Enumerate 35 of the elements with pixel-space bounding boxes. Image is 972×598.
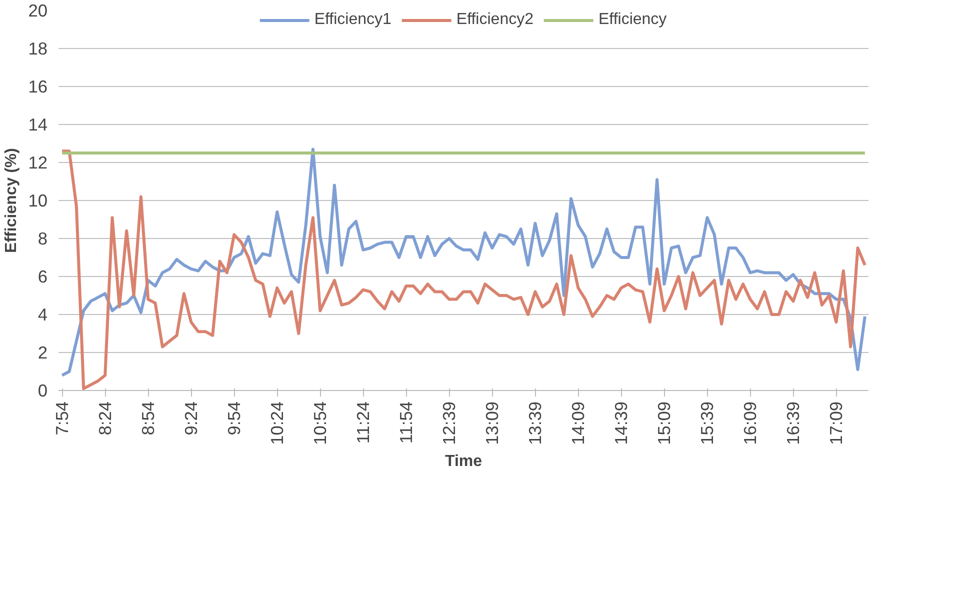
x-tick-label: 15:09: [654, 401, 674, 445]
x-tick-label: 14:09: [568, 401, 588, 445]
x-tick-label: 14:39: [611, 401, 632, 445]
y-tick-label: 16: [28, 76, 48, 96]
x-tick-label: 8:24: [95, 401, 116, 436]
x-tick-label: 9:24: [181, 401, 202, 436]
legend-label: Efficiency2: [456, 11, 534, 29]
x-axis-title: Time: [444, 452, 482, 470]
x-tick-label: 9:54: [224, 401, 244, 436]
x-tick-label: 8:54: [138, 401, 158, 436]
x-tick-label: 13:09: [482, 401, 502, 445]
x-tick-label: 15:39: [697, 401, 718, 445]
y-tick-label: 4: [38, 304, 48, 324]
x-tick-label: 13:39: [525, 401, 546, 445]
x-tick-label: 16:09: [740, 401, 760, 445]
x-tick-label: 11:24: [353, 401, 374, 444]
x-tick-label: 10:24: [267, 401, 288, 445]
legend-label: Efficiency1: [314, 11, 392, 29]
y-axis-title: Efficiency (%): [3, 148, 20, 253]
y-tick-label: 12: [28, 152, 48, 172]
y-tick-label: 6: [38, 266, 48, 286]
y-tick-label: 10: [28, 190, 48, 210]
x-tick-label: 7:54: [52, 401, 72, 436]
x-tick-label: 11:54: [396, 401, 416, 444]
y-tick-label: 2: [38, 342, 48, 362]
x-tick-label: 10:54: [310, 401, 330, 445]
legend-label: Efficiency: [598, 11, 667, 29]
y-tick-label: 20: [28, 0, 48, 20]
x-tick-label: 17:09: [826, 401, 846, 445]
x-tick-label: 16:39: [783, 401, 804, 445]
y-tick-label: 0: [38, 380, 48, 400]
y-tick-label: 18: [28, 38, 48, 58]
y-tick-label: 8: [38, 228, 48, 248]
x-tick-label: 12:39: [439, 401, 460, 445]
y-tick-label: 14: [28, 114, 48, 134]
